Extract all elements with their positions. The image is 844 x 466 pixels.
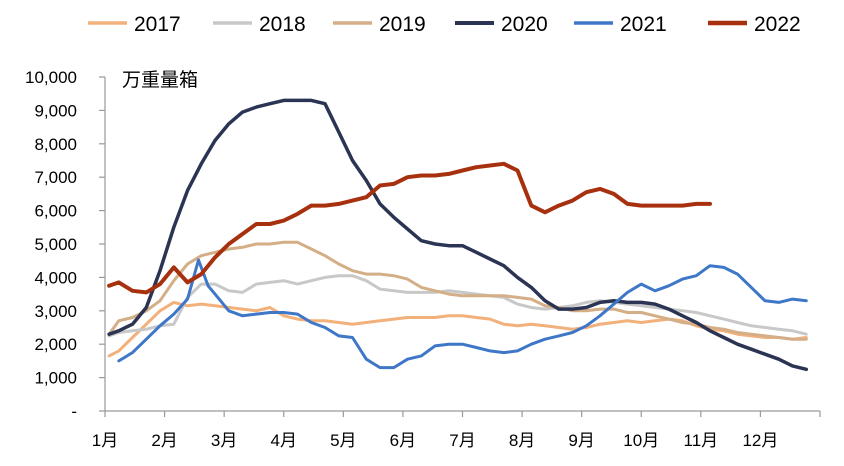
x-tick-label: 4月	[271, 431, 297, 450]
y-tick-label: 4,000	[34, 268, 77, 287]
x-tick-label: 3月	[211, 431, 237, 450]
y-tick-label: 3,000	[34, 302, 77, 321]
legend-label-2021: 2021	[620, 13, 667, 36]
x-tick-label: 12月	[742, 431, 778, 450]
y-unit-label: 万重量箱	[122, 69, 198, 91]
x-tick-label: 8月	[509, 431, 535, 450]
series-line-2017	[107, 300, 808, 358]
series-line-2018	[107, 274, 808, 338]
legend-label-2022: 2022	[754, 13, 801, 36]
x-tick-label: 7月	[449, 431, 475, 450]
x-tick-label: 10月	[623, 431, 659, 450]
y-tick-label: 5,000	[34, 235, 77, 254]
x-tick-label: 11月	[684, 431, 719, 450]
legend-label-2020: 2020	[501, 13, 548, 36]
legend-label-2018: 2018	[259, 13, 306, 36]
legend: 2017 2018 2019 2020 2021 2022	[88, 13, 801, 36]
series-lines	[107, 98, 809, 372]
x-tick-label: 2月	[151, 431, 177, 450]
x-tick-label: 6月	[390, 431, 416, 450]
y-tick-label: 7,000	[34, 168, 77, 187]
y-tick-label: -	[71, 402, 77, 421]
x-tick-label: 1月	[92, 431, 118, 450]
y-tick-label: 6,000	[34, 202, 77, 221]
legend-label-2017: 2017	[134, 13, 181, 36]
x-tick-label: 5月	[330, 431, 356, 450]
y-tick-label: 8,000	[34, 135, 77, 154]
y-tick-label: 1,000	[34, 369, 77, 388]
legend-label-2019: 2019	[379, 13, 426, 36]
y-tick-label: 2,000	[34, 335, 77, 354]
y-tick-label: 10,000	[25, 68, 77, 87]
series-line-2022	[107, 161, 712, 295]
x-axis: 1月 2月 3月 4月 5月 6月 7月 8月 9月 10月 11月 12月	[92, 410, 821, 450]
x-tick-label: 9月	[568, 431, 594, 450]
y-tick-label: 9,000	[34, 101, 77, 120]
y-axis: - 1,000 2,000 3,000 4,000 5,000 6,000 7,000 8,00…	[25, 68, 106, 421]
series-line-2021	[117, 258, 808, 370]
series-line-2020	[107, 98, 809, 372]
